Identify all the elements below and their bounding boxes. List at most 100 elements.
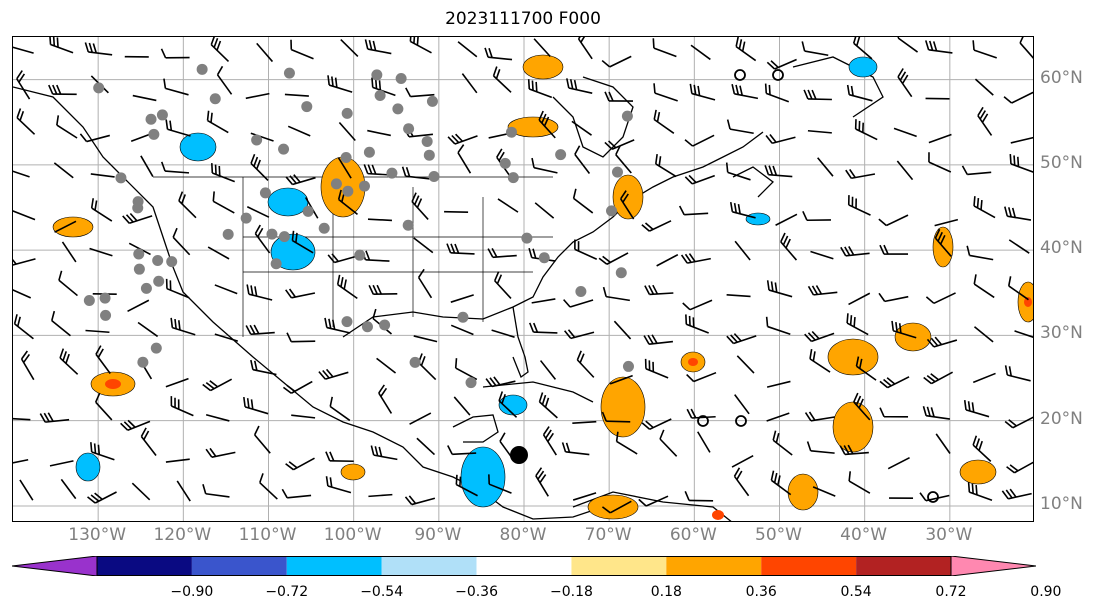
wind-barb [644, 284, 674, 296]
wind-barb [61, 241, 77, 263]
station-marker [152, 255, 164, 267]
station-marker [457, 311, 469, 323]
colorbar-tick-label: −0.90 [170, 584, 214, 600]
wind-barb [846, 313, 869, 336]
wind-barb [371, 77, 396, 97]
wind-barb [176, 480, 191, 502]
wind-barb [653, 83, 678, 102]
wind-barb [165, 278, 190, 299]
wind-barb [210, 37, 230, 62]
colorbar-bin [191, 556, 287, 576]
wind-barb [245, 92, 270, 100]
station-marker [363, 146, 375, 158]
station-marker [428, 170, 440, 182]
wind-barb [485, 376, 516, 388]
wind-barb [455, 474, 478, 497]
station-marker [266, 228, 278, 240]
colorbar [12, 556, 1036, 576]
wind-barb [290, 39, 314, 60]
wind-barb [977, 106, 993, 136]
wind-barb [601, 411, 631, 423]
wind-barb [207, 246, 230, 260]
wind-barb [87, 491, 117, 504]
station-marker [371, 69, 383, 81]
wind-barb [1008, 239, 1030, 254]
lon-label: 70°W [584, 525, 632, 545]
station-marker [240, 212, 252, 224]
wind-barb [812, 486, 836, 497]
wind-barb [85, 329, 110, 334]
wind-barb [765, 316, 791, 336]
wind-barb [338, 121, 356, 142]
wind-barb [535, 467, 549, 497]
colorbar-under-extend [12, 556, 98, 576]
station-marker [259, 187, 271, 199]
wind-barb [574, 145, 591, 174]
wind-barb [13, 210, 36, 221]
wind-barb [684, 491, 714, 502]
wind-barb [531, 157, 558, 174]
wind-barb [734, 240, 751, 261]
wind-barb [286, 332, 316, 343]
wind-barb [378, 384, 393, 414]
map-panel[interactable] [12, 36, 1034, 522]
wind-barb [974, 78, 994, 96]
station-marker [421, 135, 433, 147]
wind-barb [878, 214, 909, 227]
wind-barb [340, 39, 359, 58]
wind-barb [59, 348, 79, 375]
wind-barb [1010, 136, 1033, 144]
wind-barb [51, 310, 71, 337]
wind-barb [659, 429, 678, 457]
wind-barb [734, 394, 750, 415]
station-marker [402, 219, 414, 231]
wind-barb [775, 213, 798, 226]
station-marker [361, 321, 373, 333]
wind-barb [488, 474, 512, 494]
wind-barb [641, 418, 672, 431]
station-marker [555, 149, 567, 161]
station-marker [621, 110, 633, 122]
wind-barb [178, 191, 197, 219]
wind-barb [364, 39, 392, 55]
lon-label: 50°W [755, 525, 802, 545]
wind-barb [840, 246, 870, 257]
wind-barb [682, 299, 713, 311]
wind-barb [680, 253, 711, 264]
wind-barb [879, 407, 909, 418]
wind-barb [726, 119, 754, 135]
wind-barb [1014, 330, 1033, 340]
wind-barb [563, 299, 594, 308]
wind-barb [285, 288, 316, 299]
greenland [792, 56, 884, 118]
wind-barb [1006, 460, 1033, 474]
open-ring-marker [734, 69, 746, 81]
wind-barb [285, 174, 316, 186]
wind-barb [291, 414, 316, 419]
wind-barb [879, 376, 910, 389]
wind-barb [804, 330, 835, 343]
wind-barb [928, 133, 952, 144]
lon-label: 30°W [925, 525, 973, 545]
wind-barb [95, 345, 111, 375]
wind-barb [576, 350, 595, 378]
lon-label: 90°W [414, 525, 462, 545]
station-marker [100, 309, 112, 321]
wind-barb [928, 152, 952, 173]
wind-barb [539, 360, 557, 380]
wind-barb [291, 230, 314, 254]
lon-label: 130°W [68, 525, 127, 545]
station-marker [137, 356, 149, 368]
wind-barb [966, 245, 994, 261]
wind-barb [1004, 206, 1032, 221]
wind-barb [731, 84, 759, 100]
wind-barb [211, 163, 235, 183]
wind-barb [368, 493, 393, 498]
wind-barb [493, 271, 512, 299]
wind-barb [246, 284, 273, 301]
gulf-coast [342, 131, 764, 338]
wind-barb [855, 356, 877, 381]
colorbar-outline [96, 556, 952, 576]
florida [512, 306, 529, 379]
station-marker [386, 167, 398, 179]
